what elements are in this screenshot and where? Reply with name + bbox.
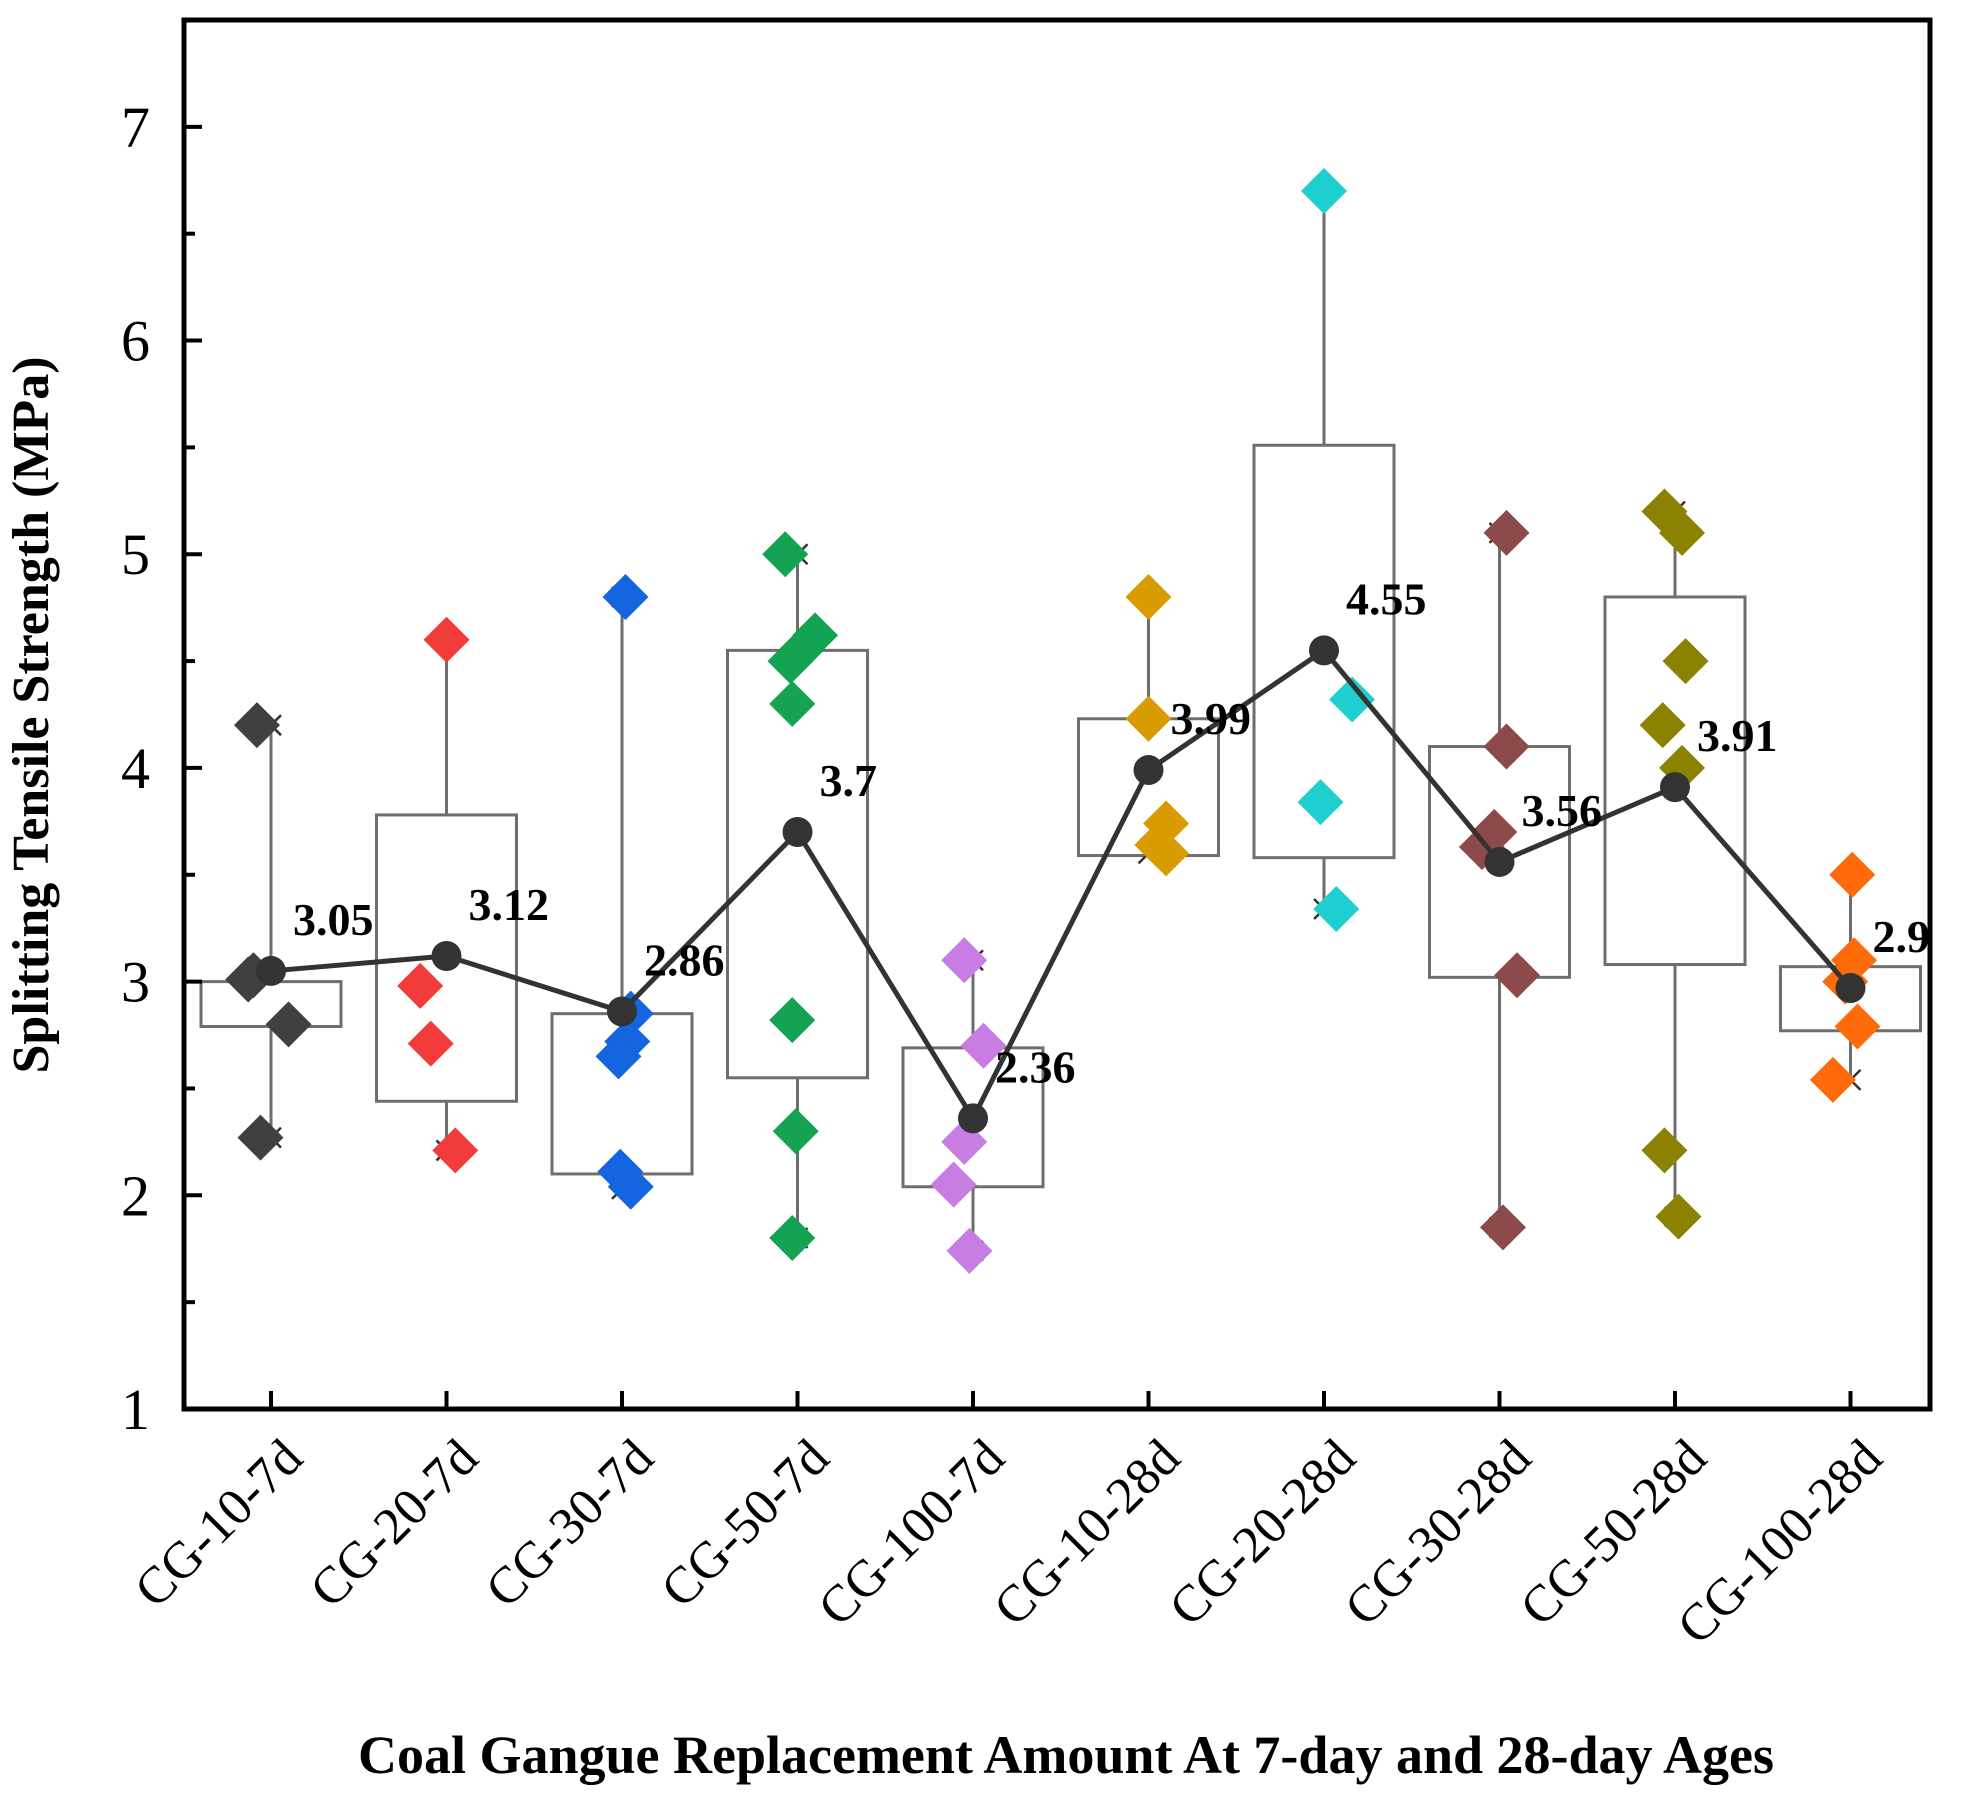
- y-tick-label: 7: [121, 95, 150, 160]
- mean-marker: [1660, 772, 1690, 803]
- data-point: [1639, 702, 1686, 749]
- x-tick-label: CG-30-7d: [475, 1429, 664, 1618]
- data-point: [762, 531, 809, 578]
- mean-label: 3.91: [1697, 710, 1778, 761]
- data-point: [1662, 638, 1709, 685]
- data-point: [1125, 573, 1172, 620]
- data-point: [1829, 851, 1876, 898]
- plot-layer: 3.05 3.12 2.86 3.7 2.36 3.99 4.55 3.56 3.91 2.9: [199, 167, 1931, 1274]
- mean-marker: [958, 1103, 988, 1134]
- x-tick-label: CG-20-28d: [1159, 1429, 1367, 1637]
- data-point: [1655, 1193, 1702, 1240]
- data-point: [1301, 167, 1347, 214]
- data-point: [1809, 1056, 1856, 1103]
- x-tick-label: CG-30-28d: [1334, 1429, 1542, 1637]
- mean-marker: [782, 817, 813, 848]
- data-point: [1483, 509, 1530, 556]
- x-tick-label: CG-10-7d: [124, 1429, 313, 1618]
- data-point: [1834, 1003, 1881, 1050]
- data-point: [1641, 1127, 1688, 1174]
- data-point: [1125, 695, 1172, 742]
- data-point: [767, 638, 814, 685]
- data-point: [1659, 509, 1706, 556]
- data-point: [602, 573, 649, 620]
- data-point: [607, 1163, 654, 1210]
- y-tick-label: 2: [121, 1163, 150, 1228]
- data-point: [407, 1020, 454, 1067]
- mean-label: 3.05: [293, 894, 374, 945]
- mean-marker: [607, 996, 637, 1027]
- data-point: [772, 1108, 819, 1155]
- data-point: [941, 937, 988, 984]
- mean-marker: [1835, 973, 1866, 1004]
- data-point: [1329, 676, 1376, 723]
- y-tick-label: 5: [121, 522, 150, 587]
- x-tick-label: CG-50-7d: [651, 1429, 840, 1618]
- mean-marker: [256, 955, 286, 986]
- data-point: [1494, 952, 1541, 999]
- mean-marker: [1133, 755, 1164, 786]
- y-tick-label: 3: [121, 950, 150, 1015]
- y-tick-label: 6: [121, 309, 150, 374]
- plot-frame: [181, 17, 1933, 1412]
- mean-marker: [1309, 635, 1339, 666]
- y-tick-label: 4: [121, 736, 150, 801]
- mean-label: 3.12: [469, 879, 550, 930]
- data-point: [960, 1022, 1007, 1069]
- box-iqr: [1603, 595, 1747, 967]
- x-tick-label: CG-100-7d: [808, 1429, 1016, 1637]
- box-iqr: [375, 813, 518, 1103]
- mean-label: 2.86: [644, 935, 725, 986]
- mean-marker: [1484, 846, 1515, 877]
- data-point: [265, 1001, 312, 1048]
- mean-label: 2.36: [995, 1041, 1076, 1092]
- mean-line: [270, 647, 1853, 1124]
- data-point: [595, 1033, 642, 1080]
- data-point: [769, 997, 816, 1044]
- data-point: [1313, 885, 1360, 932]
- data-point: [1480, 1204, 1527, 1251]
- mean-label: 4.55: [1346, 573, 1427, 624]
- mean-label: 3.99: [1171, 693, 1252, 744]
- y-tick-label: 1: [121, 1377, 150, 1442]
- data-point: [769, 680, 816, 727]
- x-tick-label: CG-20-7d: [300, 1429, 489, 1618]
- mean-label: 2.9: [1873, 911, 1931, 962]
- mean-label: 3.7: [820, 755, 878, 806]
- data-point: [237, 1114, 284, 1161]
- x-tick-label: CG-10-28d: [983, 1429, 1191, 1637]
- data-point: [423, 616, 470, 663]
- data-point: [769, 1215, 816, 1262]
- data-point: [397, 962, 444, 1009]
- data-point: [930, 1161, 977, 1208]
- y-axis-label: Splitting Tensile Strength (MPa): [3, 356, 60, 1073]
- data-point: [432, 1127, 479, 1174]
- data-point: [233, 702, 280, 749]
- mean-marker: [431, 940, 462, 971]
- data-point: [1483, 723, 1530, 770]
- data-point: [1143, 830, 1190, 877]
- mean-label: 3.56: [1522, 785, 1603, 836]
- x-axis-label: Coal Gangue Replacement Amount At 7-day …: [358, 1725, 1774, 1785]
- data-point: [1297, 779, 1344, 826]
- box-iqr: [1252, 443, 1396, 860]
- data-point: [946, 1227, 993, 1274]
